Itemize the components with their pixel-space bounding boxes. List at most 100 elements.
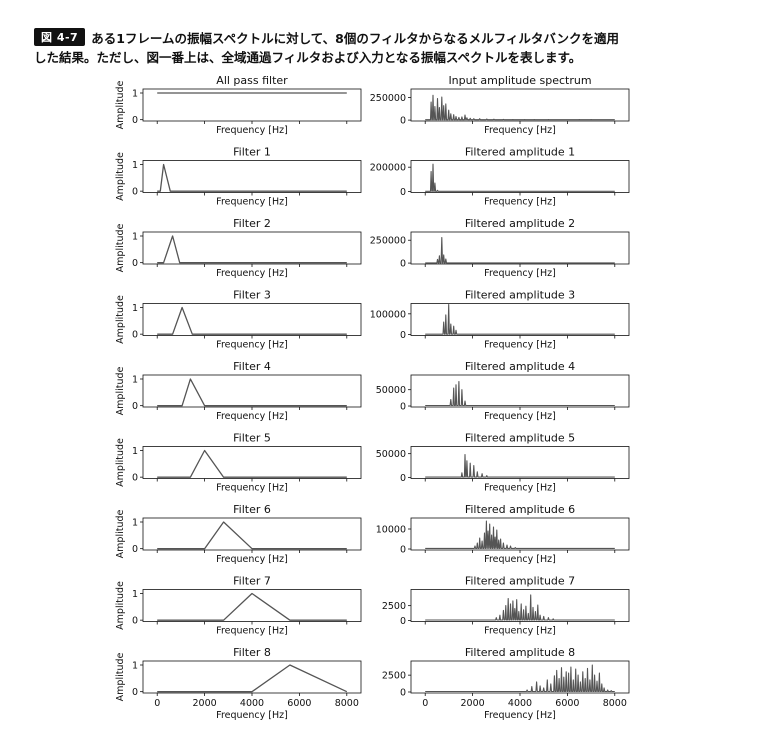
- y-tick-label: 1: [132, 375, 138, 386]
- y-tick-label: 0: [132, 330, 138, 341]
- y-tick-label: 2500: [382, 671, 406, 682]
- y-tick-label: 0: [400, 473, 406, 484]
- panel-right-5: Filtered amplitude 4 0 50000 Frequency [Hz]: [376, 360, 630, 422]
- x-tick-label: 6000: [555, 698, 579, 709]
- y-tick-label: 1: [132, 661, 138, 672]
- panel-right-6: Filtered amplitude 5 0 50000 Frequency [Hz]: [376, 432, 630, 494]
- y-tick-label: 0: [400, 402, 406, 413]
- series-line: [425, 454, 615, 478]
- y-axis-label: Amplitude: [115, 81, 126, 130]
- panel-left-6: Filter 5 0 1 Frequency [Hz] Amplitude: [115, 432, 362, 494]
- panel-left-2: Filter 1 0 1 Frequency [Hz] Amplitude: [115, 146, 362, 208]
- y-tick-label: 1: [132, 232, 138, 243]
- y-tick-label: 0: [400, 616, 406, 627]
- panel-title: Filtered amplitude 2: [465, 217, 575, 230]
- panel-right-7: Filtered amplitude 6 0 10000 Frequency [Hz]: [376, 503, 630, 565]
- panel-title: Filtered amplitude 5: [465, 432, 575, 445]
- series-line: [425, 94, 615, 121]
- panel-left-1: All pass filter 0 1 Frequency [Hz] Amplitude: [115, 74, 362, 136]
- panel-title: Filter 3: [233, 289, 271, 302]
- y-tick-label: 250000: [370, 93, 406, 104]
- series-line: [157, 664, 348, 693]
- caption-line-2: した結果。ただし、図一番上は、全域通過フィルタおよび入力となる振幅スペクトルを表…: [34, 50, 582, 65]
- y-tick-label: 50000: [376, 385, 406, 396]
- axes-frame: [410, 374, 630, 408]
- panel-title: All pass filter: [216, 74, 288, 87]
- y-tick-label: 1: [132, 89, 138, 100]
- x-axis-label: Frequency [Hz]: [484, 125, 556, 136]
- axes-frame: [142, 660, 362, 694]
- x-axis-label: Frequency [Hz]: [484, 483, 556, 494]
- figure-label-badge: 図 4-7: [34, 28, 86, 46]
- y-axis-label: Amplitude: [115, 152, 126, 201]
- panel-title: Filtered amplitude 1: [465, 146, 575, 159]
- y-axis-label: Amplitude: [115, 367, 126, 416]
- y-tick-label: 200000: [370, 163, 406, 174]
- x-axis-label: Frequency [Hz]: [484, 710, 556, 721]
- x-axis-label: Frequency [Hz]: [484, 340, 556, 351]
- panel-right-9: Filtered amplitude 8 0 2500 0 2000 4000 6000 80…: [382, 646, 630, 721]
- axes-frame: [410, 589, 630, 622]
- axes-frame: [142, 88, 362, 122]
- x-tick-label: 2000: [461, 698, 485, 709]
- y-tick-label: 0: [400, 545, 406, 556]
- x-axis-label: Frequency [Hz]: [216, 626, 288, 637]
- panel-title: Filter 1: [233, 146, 271, 159]
- x-tick-label: 4000: [240, 698, 264, 709]
- panel-left-8: Filter 7 0 1 Frequency [Hz] Amplitude: [115, 575, 362, 637]
- y-tick-label: 0: [132, 115, 138, 126]
- axes-frame: [142, 303, 362, 336]
- x-axis-label: Frequency [Hz]: [484, 411, 556, 422]
- y-tick-label: 50000: [376, 449, 406, 460]
- y-tick-label: 0: [400, 259, 406, 270]
- panel-right-1: Input amplitude spectrum 0 250000 Frequency…: [370, 74, 630, 136]
- x-tick-label: 4000: [508, 698, 532, 709]
- figure-caption: 図 4-7 ある1フレームの振幅スペクトルに対して、8個のフィルタからなるメルフ…: [34, 28, 744, 66]
- x-tick-label: 8000: [335, 698, 359, 709]
- series-line: [157, 306, 347, 335]
- x-axis-label: Frequency [Hz]: [484, 626, 556, 637]
- panel-title: Filter 5: [233, 432, 271, 445]
- axes-frame: [410, 446, 630, 479]
- panel-left-5: Filter 4 0 1 Frequency [Hz] Amplitude: [115, 360, 362, 422]
- y-tick-label: 0: [132, 401, 138, 412]
- y-tick-label: 1: [132, 518, 138, 529]
- series-line: [425, 520, 615, 549]
- y-tick-label: 0: [400, 187, 406, 198]
- x-axis-label: Frequency [Hz]: [484, 554, 556, 565]
- x-tick-label: 8000: [603, 698, 627, 709]
- x-tick-label: 0: [422, 698, 428, 709]
- panel-right-2: Filtered amplitude 1 0 200000 Frequency [Hz…: [370, 146, 630, 208]
- panel-right-8: Filtered amplitude 7 0 2500 Frequency [Hz]: [382, 575, 630, 637]
- panel-left-9: Filter 8 0 1 0 2000 4000 6000 8000 Frequency [Hz…: [115, 646, 362, 721]
- series-line: [157, 449, 347, 478]
- x-axis-label: Frequency [Hz]: [484, 197, 556, 208]
- y-axis-label: Amplitude: [115, 653, 126, 702]
- panel-title: Input amplitude spectrum: [448, 74, 591, 87]
- series-line: [425, 594, 615, 621]
- series-line: [425, 380, 615, 407]
- y-tick-label: 1: [132, 589, 138, 600]
- axes-frame: [410, 517, 630, 551]
- x-tick-label: 0: [154, 698, 160, 709]
- x-axis-label: Frequency [Hz]: [216, 554, 288, 565]
- y-axis-label: Amplitude: [115, 581, 126, 630]
- axes-frame: [142, 374, 362, 408]
- x-axis-label: Frequency [Hz]: [216, 197, 288, 208]
- series-line: [425, 303, 615, 335]
- y-tick-label: 10000: [376, 525, 406, 536]
- x-axis-label: Frequency [Hz]: [216, 411, 288, 422]
- series-line: [425, 664, 615, 693]
- y-tick-label: 0: [400, 330, 406, 341]
- panel-title: Filter 8: [233, 646, 271, 659]
- panel-title: Filtered amplitude 4: [465, 360, 575, 373]
- series-line: [157, 163, 347, 192]
- y-axis-label: Amplitude: [115, 438, 126, 487]
- axes-frame: [142, 446, 362, 479]
- panel-right-4: Filtered amplitude 3 0 100000 Frequency [Hz…: [370, 289, 630, 351]
- x-axis-label: Frequency [Hz]: [216, 268, 288, 279]
- x-axis-label: Frequency [Hz]: [216, 340, 288, 351]
- panel-title: Filtered amplitude 7: [465, 575, 575, 588]
- y-tick-label: 1: [132, 160, 138, 171]
